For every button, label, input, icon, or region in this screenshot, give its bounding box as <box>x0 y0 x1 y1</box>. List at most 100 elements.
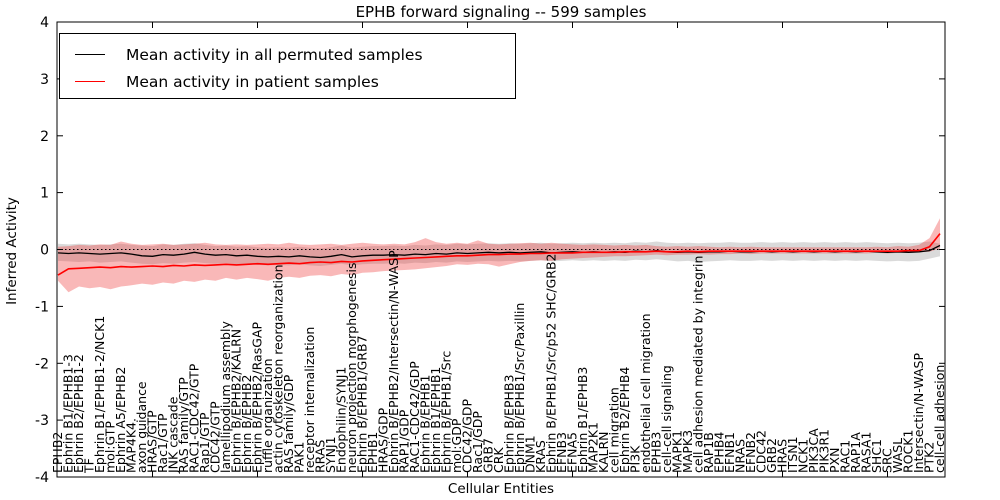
legend-line-sample-patient <box>75 81 105 82</box>
x-category-label: Ephrin B1/EPHB1-3 <box>61 354 76 473</box>
x-category-label: MAPK1 <box>670 430 685 473</box>
x-category-label: lamellipodium assembly <box>218 321 233 473</box>
permuted-band <box>58 241 940 266</box>
x-category-label: HRAS <box>775 439 790 473</box>
x-category-label: CRK <box>491 447 506 473</box>
x-category-label: Endophilin/SYNJ1 <box>334 367 349 473</box>
x-category-label: PIK3R1 <box>817 429 832 473</box>
x-category-label: receptor internalization <box>302 327 317 473</box>
x-category-label: RAP1/GDP <box>397 409 412 473</box>
y-tick-label: 2 <box>40 129 49 145</box>
x-category-label: Ephrin B/EPHB1/Src/p52 SHC/GRB2 <box>544 254 559 474</box>
x-category-label: actin cytoskeleton reorganization <box>271 264 286 473</box>
x-category-label: Ephrin B/EPHB2 <box>239 375 254 473</box>
x-category-label: SHC1 <box>869 439 884 473</box>
x-category-label: Rap1/GTP <box>197 412 212 473</box>
x-category-label: CDC42 <box>754 430 769 473</box>
legend-item-patient: Mean activity in patient samples <box>60 68 515 95</box>
x-category-label: WASL <box>890 438 905 473</box>
x-category-label: Ephrin A5/EPHB2 <box>113 367 128 473</box>
x-category-label: RRAS <box>313 440 328 473</box>
x-category-label: PAK1 <box>292 442 307 473</box>
x-category-label: PI3K <box>628 445 643 473</box>
x-category-label: GRB7 <box>481 438 496 473</box>
x-category-label: MAP4K4. <box>124 418 139 473</box>
x-category-label: SYNJ1 <box>323 436 338 473</box>
x-category-label: CDC42/GTP <box>208 401 223 473</box>
x-category-label: Ephrin B1/EPHB1-2/NCK1 <box>92 316 107 473</box>
x-category-label: cell-cell signaling <box>659 365 674 473</box>
legend-label-permuted: Mean activity in all permuted samples <box>126 45 423 64</box>
x-category-label: RAP1A <box>848 432 863 473</box>
legend-label-patient: Mean activity in patient samples <box>126 72 379 91</box>
y-tick-label: -4 <box>35 470 49 486</box>
y-tick-label: 4 <box>40 15 49 31</box>
x-category-label: RAC1-CDC42/GDP <box>407 361 422 473</box>
x-category-label: RAC1-CDC42/GTP <box>187 363 202 473</box>
x-category-label: endothelial cell migration <box>638 313 653 473</box>
y-tick-label: 0 <box>40 243 49 259</box>
x-category-label: neuron projection morphogenesis <box>344 262 359 473</box>
y-tick-label: -2 <box>35 356 49 372</box>
y-tick-label: -3 <box>35 413 49 429</box>
x-category-label: axon guidance <box>134 381 149 473</box>
x-category-label: ITSN1 <box>785 436 800 473</box>
x-category-label: HRAS/GDP <box>376 407 391 473</box>
x-category-label: TF <box>82 458 97 474</box>
x-category-label: MAPK3 <box>680 430 695 473</box>
x-category-label: Ephrin B/EPHB2/Intersectin/N-WASP <box>386 250 401 473</box>
x-category-label: EPHB1 <box>365 432 380 473</box>
x-category-label: Rac1/GTP <box>155 413 170 473</box>
x-category-label: NRAS <box>733 439 748 473</box>
y-tick-label: 1 <box>40 186 49 202</box>
x-category-label: Rac1/GDP <box>470 411 485 473</box>
x-category-label: RAP1B <box>701 432 716 473</box>
x-category-label: Intersectin/N-WASP <box>911 353 926 473</box>
x-category-label: EPHB2 <box>50 432 65 473</box>
legend-item-permuted: Mean activity in all permuted samples <box>60 41 515 68</box>
x-category-label: RAS family/GDP <box>281 374 296 473</box>
x-category-label: mol:GTP <box>103 421 118 473</box>
x-category-label: PTK2 <box>922 442 937 473</box>
x-category-label: EFNB3 <box>554 432 569 473</box>
x-category-label: mol:GDP <box>449 418 464 473</box>
x-category-label: EPHB3 <box>649 432 664 473</box>
patient-mean-line <box>57 233 941 276</box>
x-category-label: EFNB1 <box>722 432 737 473</box>
x-category-label: EFNA5 <box>565 432 580 473</box>
x-category-label: RAS family/GTP <box>176 377 191 473</box>
x-axis-label: Cellular Entities <box>447 481 555 497</box>
x-category-label: JNK cascade <box>166 396 181 474</box>
x-category-label: Ephrin B/EPHB1/Src/Paxillin <box>512 303 527 473</box>
x-category-label: CDC42/GDP <box>460 398 475 473</box>
x-category-label: Ephrin B2/EPHB4 <box>617 367 632 473</box>
x-category-label: Ephrin B/EPHB2/KALRN <box>229 329 244 473</box>
legend-line-sample-permuted <box>75 54 105 55</box>
x-category-label: PXN <box>827 448 842 473</box>
x-category-label: Ephrin B/EPHB3 <box>502 375 517 473</box>
x-category-label: ROCK1 <box>901 430 916 473</box>
x-category-label: RAC1 <box>838 440 853 473</box>
x-category-label: cell-cell adhesion <box>932 365 947 473</box>
x-category-label: HRAS/GTP <box>145 410 160 473</box>
x-category-label: RASA1 <box>859 432 874 473</box>
x-category-label: Ephrin B/EPHB2/RasGAP <box>250 322 265 473</box>
x-category-label: GRB2 <box>764 438 779 473</box>
x-category-label: Ephrin B2/EPHB1-2 <box>71 354 86 473</box>
x-category-label: Ephrin B/EPHB1 <box>418 375 433 473</box>
x-category-label: KALRN <box>596 431 611 473</box>
x-category-label: SRC <box>880 448 895 473</box>
y-tick-label: 3 <box>40 72 49 88</box>
x-category-label: EFNB2 <box>743 432 758 473</box>
x-category-label: PIK3CA <box>806 428 821 473</box>
x-category-label: ruffle organization <box>260 358 275 473</box>
legend: Mean activity in all permuted samples Me… <box>59 33 516 99</box>
y-tick-label: -1 <box>35 299 49 315</box>
x-category-label: KRAS <box>533 440 548 473</box>
x-category-label: Ephrin B/EPHB1/GRB7 <box>355 335 370 473</box>
x-category-label: Ephrin B1/EPHB1 <box>428 367 443 473</box>
x-category-label: EPHB4 <box>712 432 727 473</box>
x-category-label: Ephrin B1/EPHB3 <box>575 367 590 473</box>
